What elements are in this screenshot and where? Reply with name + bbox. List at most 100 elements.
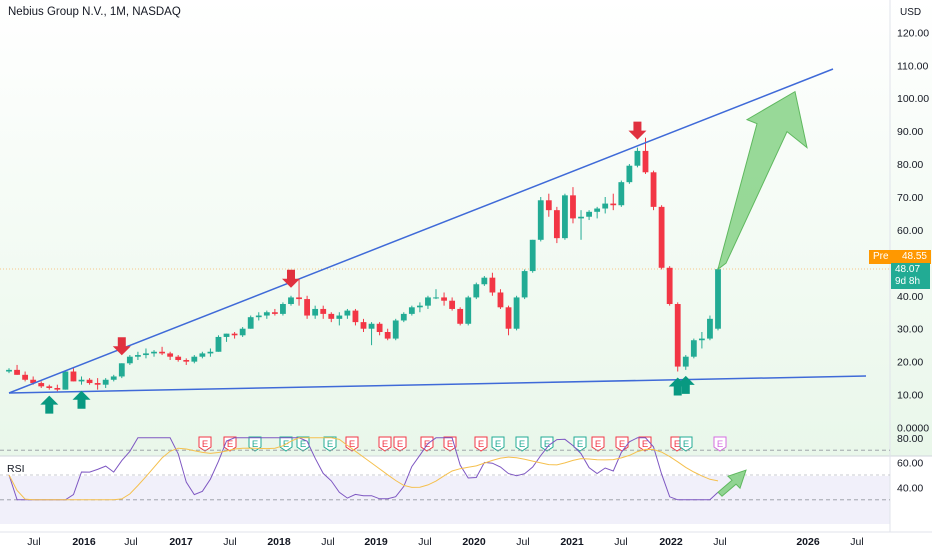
candle [126,355,133,365]
up-arrow-marker [676,375,695,394]
candle-body [529,239,536,272]
candle-body [54,387,61,390]
candle-body [70,371,77,382]
candle-body [570,195,576,219]
price-tick-label: 70.00 [897,192,923,204]
candle [159,346,165,356]
earnings-marker-shape [420,436,434,452]
candle [707,315,713,341]
price-tick-label: 120.00 [897,27,929,39]
currency-label[interactable]: USD [900,7,922,18]
candle [175,355,182,362]
candle [537,196,544,242]
time-tick-label: 2022 [659,536,683,548]
candle [457,307,464,326]
earnings-marker[interactable]: E [345,436,359,452]
earnings-marker[interactable]: E [515,436,529,452]
earnings-marker-letter: E [202,439,208,450]
candle-body [143,353,149,356]
candle [86,378,93,385]
candle-body [22,374,29,380]
candle-body [449,300,456,309]
candle-body [247,317,254,329]
price-tick-label: 10.00 [897,390,923,402]
rsi-tick-label: 80.00 [897,433,923,445]
trendlines-group [8,68,867,394]
earnings-marker[interactable]: E [713,436,727,452]
time-tick-label: Jul [223,536,236,548]
earnings-marker[interactable]: E [540,436,554,452]
candle-body [199,353,206,357]
earnings-marker-shape [491,436,505,452]
candle [416,302,423,313]
candle [433,289,439,300]
time-tick-label: 2021 [560,536,584,548]
candle-body [239,328,246,336]
candle [215,335,222,352]
candle-body [618,182,625,206]
candle-body [175,356,182,360]
earnings-marker-letter: E [349,439,355,450]
time-axis[interactable]: Jul 2016 Jul 2017 Jul 2018 Jul 2019 Jul 2020 Jul 20… [27,536,863,548]
candle [553,206,560,244]
earnings-marker[interactable]: E [573,436,587,452]
earnings-marker-shape [323,436,337,452]
candle [143,348,149,359]
candle [545,193,552,217]
candle [320,305,327,319]
earnings-marker[interactable]: E [591,436,605,452]
price-tick-label: 20.00 [897,357,923,369]
rsi-projection-arrow [717,469,747,497]
upper-trendline[interactable] [8,68,834,394]
earnings-marker[interactable]: E [378,436,392,452]
earnings-marker[interactable]: E [323,436,337,452]
earnings-marker[interactable]: E [248,436,262,452]
candle-body [86,379,93,384]
earnings-marker-shape [248,436,262,452]
rsi-tick-label: 60.00 [897,458,923,470]
earnings-marker[interactable]: E [393,436,407,452]
candle-body [94,383,101,385]
candle-body [312,308,319,316]
candle [578,210,584,240]
candle [481,276,488,286]
earnings-marker[interactable]: E [491,436,505,452]
time-tick-label: 2026 [796,536,820,548]
earnings-marker-letter: E [519,439,525,450]
candle [271,308,278,316]
candle-body [537,200,544,240]
time-tick-label: Jul [713,536,726,548]
candle-body [368,323,375,329]
candle [360,318,367,333]
time-tick-label: Jul [516,536,529,548]
candle-body [698,338,705,341]
earnings-marker[interactable]: E [474,436,488,452]
candle [586,210,592,221]
earnings-marker-letter: E [595,439,601,450]
candle-body [433,297,439,299]
earnings-marker-letter: E [397,439,403,450]
candle [263,310,270,319]
price-tick-label: 110.00 [897,60,928,72]
up-arrow-marker [40,395,59,414]
time-tick-label: Jul [124,536,137,548]
candle [674,302,681,372]
candle-body [344,310,351,316]
earnings-marker-shape [591,436,605,452]
candle [473,282,480,300]
earnings-marker-shape [679,436,693,452]
candle [191,355,198,364]
candle-body [634,150,641,166]
earnings-marker[interactable]: E [679,436,693,452]
candle-body [465,297,472,324]
candle-body [223,333,230,337]
earnings-marker[interactable]: E [198,436,212,452]
candle [570,187,576,224]
candle [78,376,85,385]
candle-body [425,297,431,306]
candle-body [384,332,391,339]
time-tick-label: Jul [850,536,863,548]
candle [46,384,53,390]
lower-trendline[interactable] [8,375,867,394]
candle-body [271,312,278,314]
